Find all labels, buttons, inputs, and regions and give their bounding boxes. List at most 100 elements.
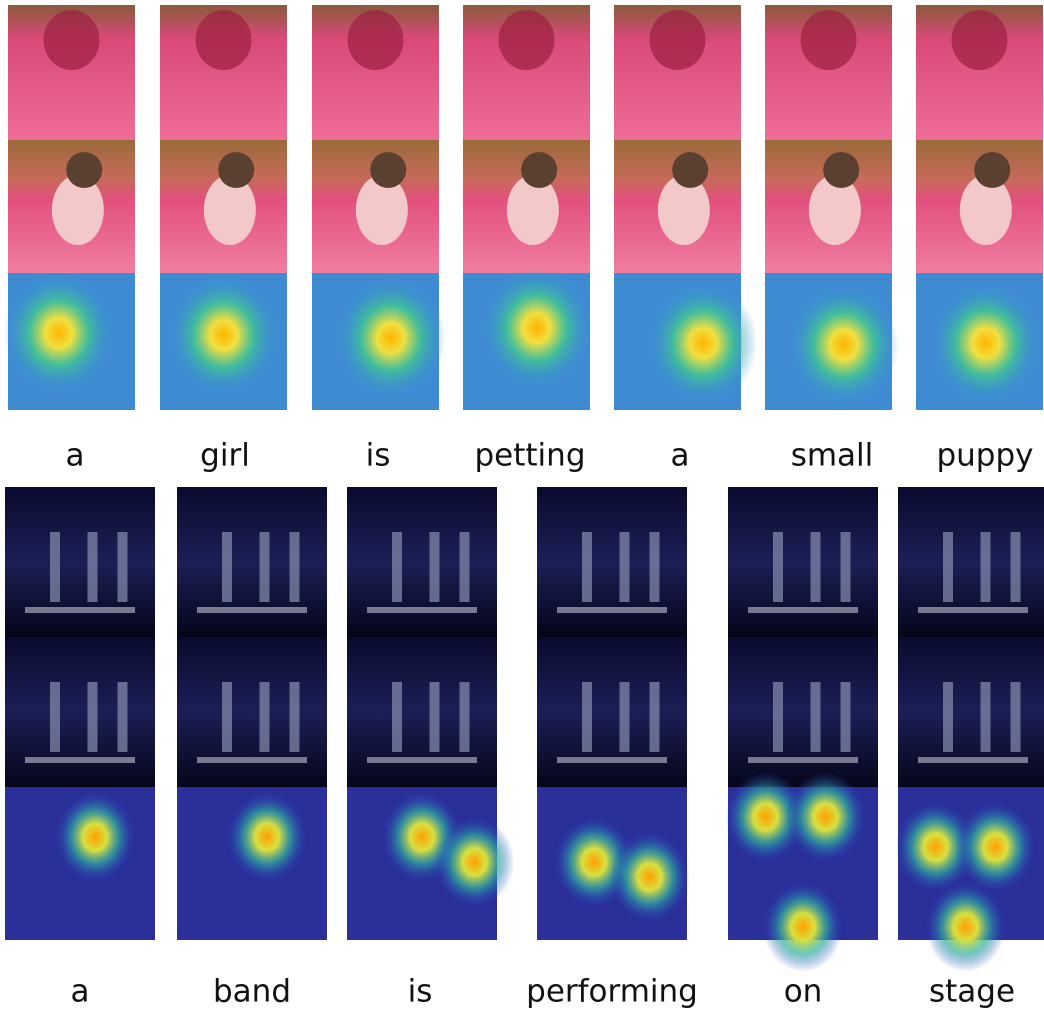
performer bbox=[88, 682, 98, 752]
heatmap-spot bbox=[763, 882, 843, 972]
performer bbox=[392, 532, 402, 602]
video-frame bbox=[728, 487, 878, 637]
person bbox=[952, 10, 1008, 70]
performer bbox=[290, 532, 300, 602]
heatmap-spot bbox=[336, 278, 446, 398]
performer bbox=[118, 682, 128, 752]
performer bbox=[582, 532, 592, 602]
performer bbox=[222, 682, 232, 752]
performer bbox=[88, 532, 98, 602]
puppy-head bbox=[370, 152, 406, 188]
person bbox=[801, 10, 857, 70]
frame-column bbox=[160, 5, 287, 410]
performer bbox=[811, 682, 821, 752]
stage-floor bbox=[25, 757, 135, 763]
person bbox=[44, 10, 100, 70]
frame-column bbox=[726, 487, 879, 972]
frame-column bbox=[537, 487, 690, 940]
performer bbox=[650, 532, 660, 602]
caption-word: a bbox=[71, 974, 90, 1010]
caption-word: on bbox=[784, 974, 823, 1010]
stage-floor bbox=[748, 757, 858, 763]
stage-floor bbox=[748, 607, 858, 613]
caption-word: small bbox=[791, 438, 874, 474]
stage-floor bbox=[25, 607, 135, 613]
heatmap-spot bbox=[786, 772, 866, 862]
video-frame bbox=[177, 487, 327, 637]
performer bbox=[118, 532, 128, 602]
heatmap-spot bbox=[926, 882, 1006, 972]
heatmap-spot bbox=[482, 268, 592, 388]
puppy-head bbox=[218, 152, 254, 188]
frame-column bbox=[614, 5, 758, 410]
performer bbox=[811, 532, 821, 602]
performer bbox=[650, 682, 660, 752]
caption-word: stage bbox=[929, 974, 1015, 1010]
caption-word: a bbox=[66, 438, 85, 474]
heatmap-spot bbox=[4, 273, 114, 393]
performer bbox=[392, 682, 402, 752]
caption-word: puppy bbox=[936, 438, 1033, 474]
performer bbox=[460, 682, 470, 752]
heatmap-spot bbox=[227, 792, 307, 882]
stage-floor bbox=[367, 757, 477, 763]
frame-column bbox=[177, 487, 327, 940]
video-frame bbox=[537, 487, 687, 637]
puppy-head bbox=[521, 152, 557, 188]
performer bbox=[582, 682, 592, 752]
frame-column bbox=[896, 487, 1044, 972]
stage-floor bbox=[197, 757, 307, 763]
video-frame bbox=[898, 637, 1044, 787]
puppy-head bbox=[672, 152, 708, 188]
puppy-head bbox=[823, 152, 859, 188]
video-frame bbox=[898, 487, 1044, 637]
stage-floor bbox=[918, 757, 1028, 763]
stage-floor bbox=[918, 607, 1028, 613]
frame-column bbox=[765, 5, 899, 410]
performer bbox=[773, 532, 783, 602]
performer bbox=[841, 682, 851, 752]
performer bbox=[943, 532, 953, 602]
heatmap-spot bbox=[169, 275, 279, 395]
performer bbox=[50, 532, 60, 602]
performer bbox=[50, 682, 60, 752]
stage-floor bbox=[197, 607, 307, 613]
video-frame bbox=[537, 637, 687, 787]
performer bbox=[430, 532, 440, 602]
heatmap-spot bbox=[435, 817, 515, 907]
heatmap-spot bbox=[648, 283, 758, 403]
person bbox=[499, 10, 555, 70]
performer bbox=[981, 682, 991, 752]
person bbox=[650, 10, 706, 70]
video-frame bbox=[728, 637, 878, 787]
performer bbox=[620, 532, 630, 602]
frame-column bbox=[312, 5, 446, 410]
heatmap-spot bbox=[956, 802, 1036, 892]
performer bbox=[430, 682, 440, 752]
performer bbox=[620, 682, 630, 752]
caption-word: is bbox=[408, 974, 433, 1010]
performer bbox=[222, 532, 232, 602]
performer bbox=[943, 682, 953, 752]
performer bbox=[981, 532, 991, 602]
video-frame bbox=[5, 637, 155, 787]
frame-column bbox=[347, 487, 515, 940]
puppy-head bbox=[66, 152, 102, 188]
video-frame bbox=[347, 487, 497, 637]
performer bbox=[1011, 532, 1021, 602]
performer bbox=[1011, 682, 1021, 752]
performer bbox=[460, 532, 470, 602]
heatmap-spot bbox=[931, 283, 1041, 403]
caption-word: petting bbox=[475, 438, 586, 474]
frame-column bbox=[463, 5, 592, 410]
person bbox=[348, 10, 404, 70]
puppy-head bbox=[974, 152, 1010, 188]
performer bbox=[841, 532, 851, 602]
video-frame bbox=[347, 637, 497, 787]
frame-column bbox=[5, 487, 155, 940]
frame-column bbox=[916, 5, 1043, 410]
performer bbox=[290, 682, 300, 752]
heatmap-spot bbox=[789, 285, 899, 405]
